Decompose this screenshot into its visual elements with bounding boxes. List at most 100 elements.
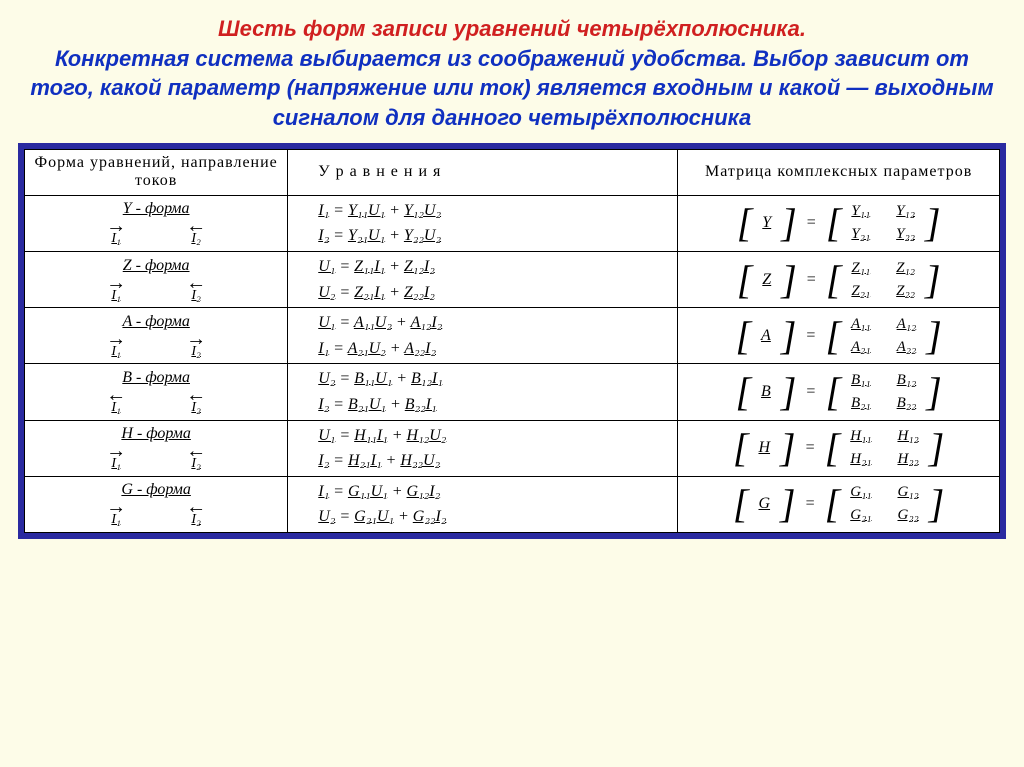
- matrix-cell: B₂₁: [851, 395, 871, 412]
- bracket-left-icon: [: [826, 207, 842, 239]
- cell-form: G - форма →I₁←I₂: [25, 476, 288, 532]
- bracket-right-icon: ]: [925, 264, 941, 296]
- matrix-cell: A₁₁: [851, 316, 871, 333]
- cell-equations: U₁ = Z₁₁I₁ + Z₁₂I₂U₂ = Z₂₁I₁ + Z₂₂I₂: [288, 251, 678, 307]
- header-col2: У р а в н е н и я: [288, 149, 678, 195]
- equals-sign: =: [807, 271, 816, 289]
- form-name: Y - форма: [31, 200, 281, 218]
- cell-equations: U₂ = B₁₁U₁ + B₁₂I₁I₂ = B₂₁U₁ + B₂₂I₁: [288, 364, 678, 420]
- form-name: H - форма: [31, 425, 281, 443]
- bracket-left-icon: [: [733, 432, 749, 464]
- form-name: G - форма: [31, 481, 281, 499]
- matrix-elements: Z₁₁Z₁₂Z₂₁Z₂₂: [851, 260, 915, 300]
- current-label: I₁: [111, 232, 121, 246]
- equation: I₁ = Y₁₁U₁ + Y₁₂U₂: [318, 198, 671, 224]
- table-row: A - форма→I₁→I₂U₁ = A₁₁U₂ + A₁₂I₂I₁ = A₂…: [25, 308, 1000, 364]
- header-col1: Форма уравнений, направление токов: [25, 149, 288, 195]
- matrix-symbol: H: [758, 439, 770, 457]
- equation: U₁ = A₁₁U₂ + A₁₂I₂: [318, 310, 671, 336]
- form-name: B - форма: [31, 369, 281, 387]
- matrix-cell: Y₁₁: [851, 203, 870, 220]
- cell-matrix: [ H] = [ H₁₁H₁₂H₂₁H₂₂]: [678, 420, 1000, 476]
- current-arrows: →I₁ →I₂: [31, 333, 281, 359]
- matrix-elements: Y₁₁Y₁₂Y₂₁Y₂₂: [851, 203, 915, 243]
- forms-table: Форма уравнений, направление токов У р а…: [24, 149, 1000, 533]
- equations: I₁ = G₁₁U₁ + G₁₂I₂U₂ = G₂₁U₁ + G₂₂I₂: [318, 479, 671, 530]
- equation: I₂ = B₂₁U₁ + B₂₂I₁: [318, 392, 671, 418]
- bracket-right-icon: ]: [781, 264, 797, 296]
- matrix: [Z]=[Z₁₁Z₁₂Z₂₁Z₂₂]: [684, 260, 993, 300]
- matrix-cell: G₂₂: [898, 507, 919, 524]
- current-label: I₁: [111, 513, 121, 527]
- cell-matrix: [G]=[G₁₁G₁₂G₂₁G₂₂]: [678, 476, 1000, 532]
- matrix-cell: B₁₂: [897, 372, 917, 389]
- current-arrow: →I₁: [106, 445, 126, 471]
- bracket-right-icon: ]: [925, 207, 941, 239]
- matrix-cell: A₂₁: [851, 339, 871, 356]
- equals-sign: =: [806, 439, 815, 457]
- bracket-left-icon: [: [825, 376, 841, 408]
- bracket-right-icon: ]: [780, 432, 796, 464]
- equations: U₁ = A₁₁U₂ + A₁₂I₂I₁ = A₂₁U₂ + A₂₂I₂: [318, 310, 671, 361]
- matrix: [Y]=[Y₁₁Y₁₂Y₂₁Y₂₂]: [684, 203, 993, 243]
- title-block: Шесть форм записи уравнений четырёхполюс…: [26, 14, 998, 133]
- equals-sign: =: [806, 327, 815, 345]
- title-blue: Конкретная система выбирается из соображ…: [30, 46, 993, 130]
- matrix-cell: Y₂₂: [896, 226, 915, 243]
- bracket-left-icon: [: [733, 488, 749, 520]
- current-label: I₂: [191, 232, 201, 246]
- current-label: I₂: [191, 401, 201, 415]
- matrix-cell: H₂₂: [898, 451, 919, 468]
- matrix-cell: H₁₁: [850, 428, 871, 445]
- table-body: Y - форма→I₁←I₂I₁ = Y₁₁U₁ + Y₁₂U₂I₂ = Y₂…: [25, 195, 1000, 532]
- equation: U₂ = B₁₁U₁ + B₁₂I₁: [318, 366, 671, 392]
- equation: I₁ = A₂₁U₂ + A₂₂I₂: [318, 336, 671, 362]
- current-label: I₁: [111, 457, 121, 471]
- equations: U₁ = Z₁₁I₁ + Z₁₂I₂U₂ = Z₂₁I₁ + Z₂₂I₂: [318, 254, 671, 305]
- cell-matrix: [B]=[B₁₁B₁₂B₂₁B₂₂]: [678, 364, 1000, 420]
- equals-sign: =: [806, 383, 815, 401]
- current-arrow: →I₁: [106, 501, 126, 527]
- equals-sign: =: [806, 495, 815, 513]
- current-label: I₁: [111, 289, 121, 303]
- cell-matrix: [A]=[A₁₁A₁₂A₂₁A₂₂]: [678, 308, 1000, 364]
- slide: Шесть форм записи уравнений четырёхполюс…: [0, 0, 1024, 767]
- current-arrow: →I₁: [106, 220, 126, 246]
- cell-form: Z - форма→I₁←I₂: [25, 251, 288, 307]
- current-label: I₁: [111, 345, 121, 359]
- arrow-right-icon: →: [106, 333, 126, 345]
- matrix-cell: G₂₁: [850, 507, 871, 524]
- current-arrows: →I₁ ←I₂: [31, 445, 281, 471]
- cell-form: B - форма ←I₁←I₂: [25, 364, 288, 420]
- bracket-left-icon: [: [825, 320, 841, 352]
- matrix-elements: H₁₁H₁₂H₂₁H₂₂: [850, 428, 919, 468]
- bracket-right-icon: ]: [929, 432, 945, 464]
- cell-equations: U₁ = A₁₁U₂ + A₁₂I₂I₁ = A₂₁U₂ + A₂₂I₂: [288, 308, 678, 364]
- form-name: Z - форма: [31, 257, 281, 275]
- bracket-left-icon: [: [737, 264, 753, 296]
- bracket-left-icon: [: [825, 432, 841, 464]
- current-arrow: ←I₁: [106, 389, 126, 415]
- matrix-cell: Z₁₁: [851, 260, 870, 277]
- matrix-cell: B₁₁: [851, 372, 871, 389]
- equation: U₂ = G₂₁U₁ + G₂₂I₂: [318, 504, 671, 530]
- current-arrows: →I₁←I₂: [31, 501, 281, 527]
- current-arrow: →I₁: [106, 277, 126, 303]
- bracket-left-icon: [: [735, 376, 751, 408]
- bracket-left-icon: [: [826, 264, 842, 296]
- current-label: I₂: [191, 345, 201, 359]
- matrix-elements: B₁₁B₁₂B₂₁B₂₂: [851, 372, 916, 412]
- table-frame: Форма уравнений, направление токов У р а…: [18, 143, 1006, 539]
- equals-sign: =: [807, 214, 816, 232]
- equations: U₂ = B₁₁U₁ + B₁₂I₁I₂ = B₂₁U₁ + B₂₂I₁: [318, 366, 671, 417]
- cell-matrix: [Y]=[Y₁₁Y₁₂Y₂₁Y₂₂]: [678, 195, 1000, 251]
- current-arrows: ←I₁←I₂: [31, 389, 281, 415]
- current-arrow: →I₂: [186, 333, 206, 359]
- cell-equations: U₁ = H₁₁I₁ + H₁₂U₂I₂ = H₂₁I₁ + H₂₂U₂: [288, 420, 678, 476]
- current-label: I₂: [191, 457, 201, 471]
- matrix: [ H] = [ H₁₁H₁₂H₂₁H₂₂]: [684, 428, 993, 468]
- current-arrow: ←I₂: [186, 445, 206, 471]
- equation: I₂ = H₂₁I₁ + H₂₂U₂: [318, 448, 671, 474]
- cell-form: H - форма →I₁ ←I₂: [25, 420, 288, 476]
- matrix-cell: G₁₂: [898, 484, 919, 501]
